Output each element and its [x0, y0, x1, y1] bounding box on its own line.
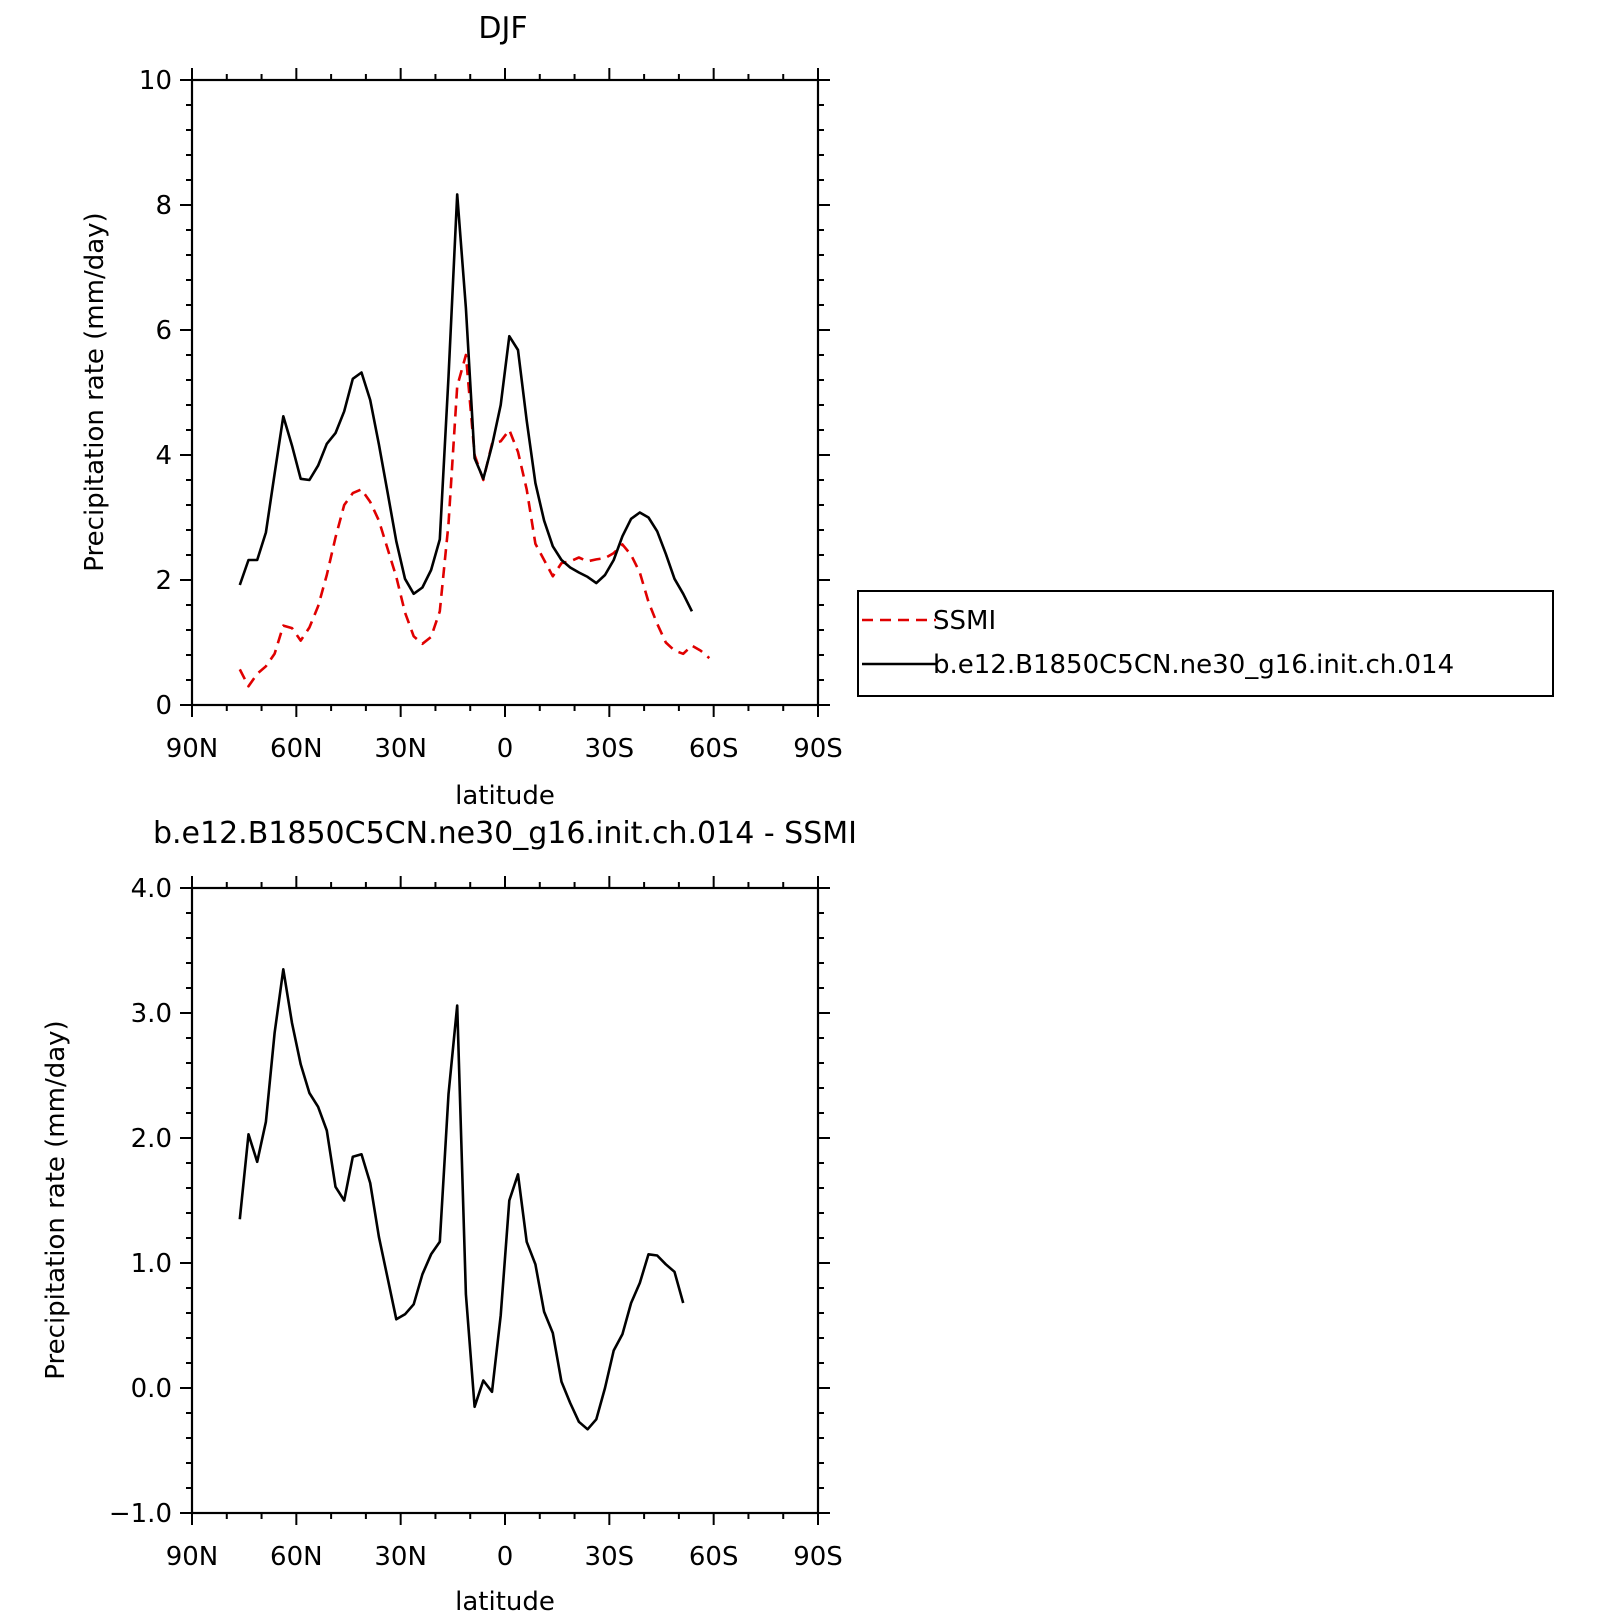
- bot-x-tick-label: 90N: [166, 1542, 219, 1572]
- top-chart-title: DJF: [478, 11, 527, 46]
- top-series-line-0: [238, 353, 711, 688]
- bot-y-tick-label: 3.0: [131, 999, 172, 1029]
- bot-series-line-0: [238, 968, 685, 1431]
- bot-y-tick-label: −1.0: [109, 1499, 172, 1529]
- bot-x-tick-label: 90S: [793, 1542, 843, 1572]
- top-chart-series: [238, 193, 711, 688]
- bottom-y-tick-labels: −1.0 0.0 1.0 2.0 3.0 4.0: [109, 874, 172, 1529]
- bottom-chart-ticks: [180, 876, 830, 1525]
- bottom-chart-panel: b.e12.B1850C5CN.ne30_g16.init.ch.014 - S…: [41, 816, 857, 1613]
- top-y-tick-label: 0: [155, 691, 172, 721]
- top-x-tick-label: 30N: [374, 734, 427, 764]
- top-y-tick-label: 6: [155, 316, 172, 346]
- bot-x-tick-label: 0: [497, 1542, 514, 1572]
- top-chart-frame: [190, 78, 820, 707]
- top-x-tick-label: 60S: [689, 734, 739, 764]
- top-chart-ticks: [180, 68, 830, 717]
- bot-x-tick-label: 30N: [374, 1542, 427, 1572]
- bot-y-tick-label: 1.0: [131, 1249, 172, 1279]
- legend-label-model: b.e12.B1850C5CN.ne30_g16.init.ch.014: [933, 650, 1454, 680]
- bot-x-tick-label: 30S: [585, 1542, 635, 1572]
- bottom-chart-series: [238, 968, 685, 1431]
- top-x-tick-label: 60N: [270, 734, 323, 764]
- bot-y-tick-label: 2.0: [131, 1124, 172, 1154]
- top-chart-panel: DJF 90N 60N 30N 0 30S 60S 90S 0 2 4 6 8 10 latitude…: [80, 11, 843, 811]
- top-y-tick-label: 8: [155, 191, 172, 221]
- top-x-tick-label: 30S: [585, 734, 635, 764]
- top-y-tick-label: 10: [139, 66, 172, 96]
- top-x-tick-label: 90S: [793, 734, 843, 764]
- bottom-y-axis-title: Precipitation rate (mm/day): [41, 1020, 71, 1379]
- top-x-tick-labels: 90N 60N 30N 0 30S 60S 90S: [166, 734, 843, 764]
- legend-box: [857, 590, 1554, 697]
- bottom-chart-title: b.e12.B1850C5CN.ne30_g16.init.ch.014 - S…: [153, 816, 857, 851]
- bot-y-tick-label: 0.0: [131, 1374, 172, 1404]
- top-series-line-1: [238, 193, 694, 612]
- bot-x-tick-label: 60S: [689, 1542, 739, 1572]
- legend-label-ssmi: SSMI: [933, 606, 996, 636]
- top-x-tick-label: 90N: [166, 734, 219, 764]
- top-x-axis-title: latitude: [455, 781, 555, 811]
- bot-x-tick-label: 60N: [270, 1542, 323, 1572]
- bottom-x-tick-labels: 90N 60N 30N 0 30S 60S 90S: [166, 1542, 843, 1572]
- top-y-axis-title: Precipitation rate (mm/day): [80, 212, 110, 571]
- legend: SSMI b.e12.B1850C5CN.ne30_g16.init.ch.01…: [857, 590, 1554, 697]
- bot-y-tick-label: 4.0: [131, 874, 172, 904]
- top-x-tick-label: 0: [497, 734, 514, 764]
- top-y-tick-label: 4: [155, 441, 172, 471]
- top-y-tick-label: 2: [155, 566, 172, 596]
- top-y-tick-labels: 0 2 4 6 8 10: [139, 66, 172, 721]
- bottom-x-axis-title: latitude: [455, 1587, 555, 1613]
- bottom-chart-frame: [190, 886, 820, 1515]
